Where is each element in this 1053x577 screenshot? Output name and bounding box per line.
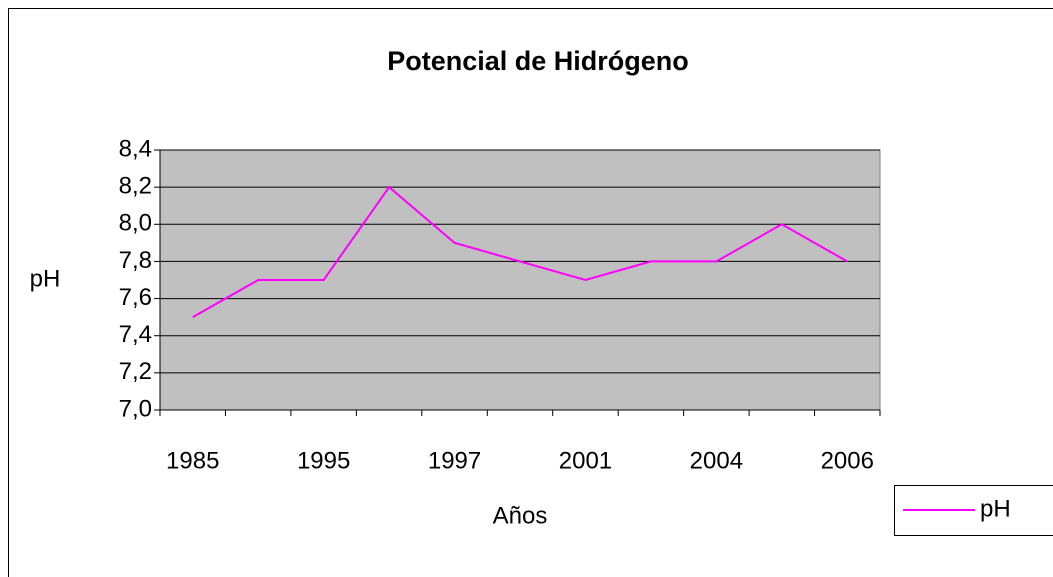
x-tick-label: 1997: [428, 447, 481, 474]
x-tick-label: 1985: [166, 447, 219, 474]
y-tick-label: 8,0: [119, 210, 152, 237]
x-tick-label: 2006: [821, 447, 874, 474]
x-axis-label: Años: [493, 502, 548, 529]
y-tick-label: 7,4: [119, 321, 152, 348]
y-tick-label: 8,2: [119, 172, 152, 199]
y-tick-label: 7,8: [119, 247, 152, 274]
y-tick-label: 7,2: [119, 358, 152, 385]
y-tick-label: 8,4: [119, 135, 152, 162]
chart-border: [8, 8, 1053, 577]
x-tick-label: 2001: [559, 447, 612, 474]
y-axis-label: pH: [30, 265, 61, 292]
y-tick-label: 7,6: [119, 284, 152, 311]
x-tick-label: 2004: [690, 447, 743, 474]
legend-label: pH: [980, 495, 1011, 522]
x-tick-label: 1995: [297, 447, 350, 474]
y-tick-label: 7,0: [119, 395, 152, 422]
chart-title: Potencial de Hidrógeno: [387, 46, 689, 76]
data-line: [192, 185, 848, 319]
